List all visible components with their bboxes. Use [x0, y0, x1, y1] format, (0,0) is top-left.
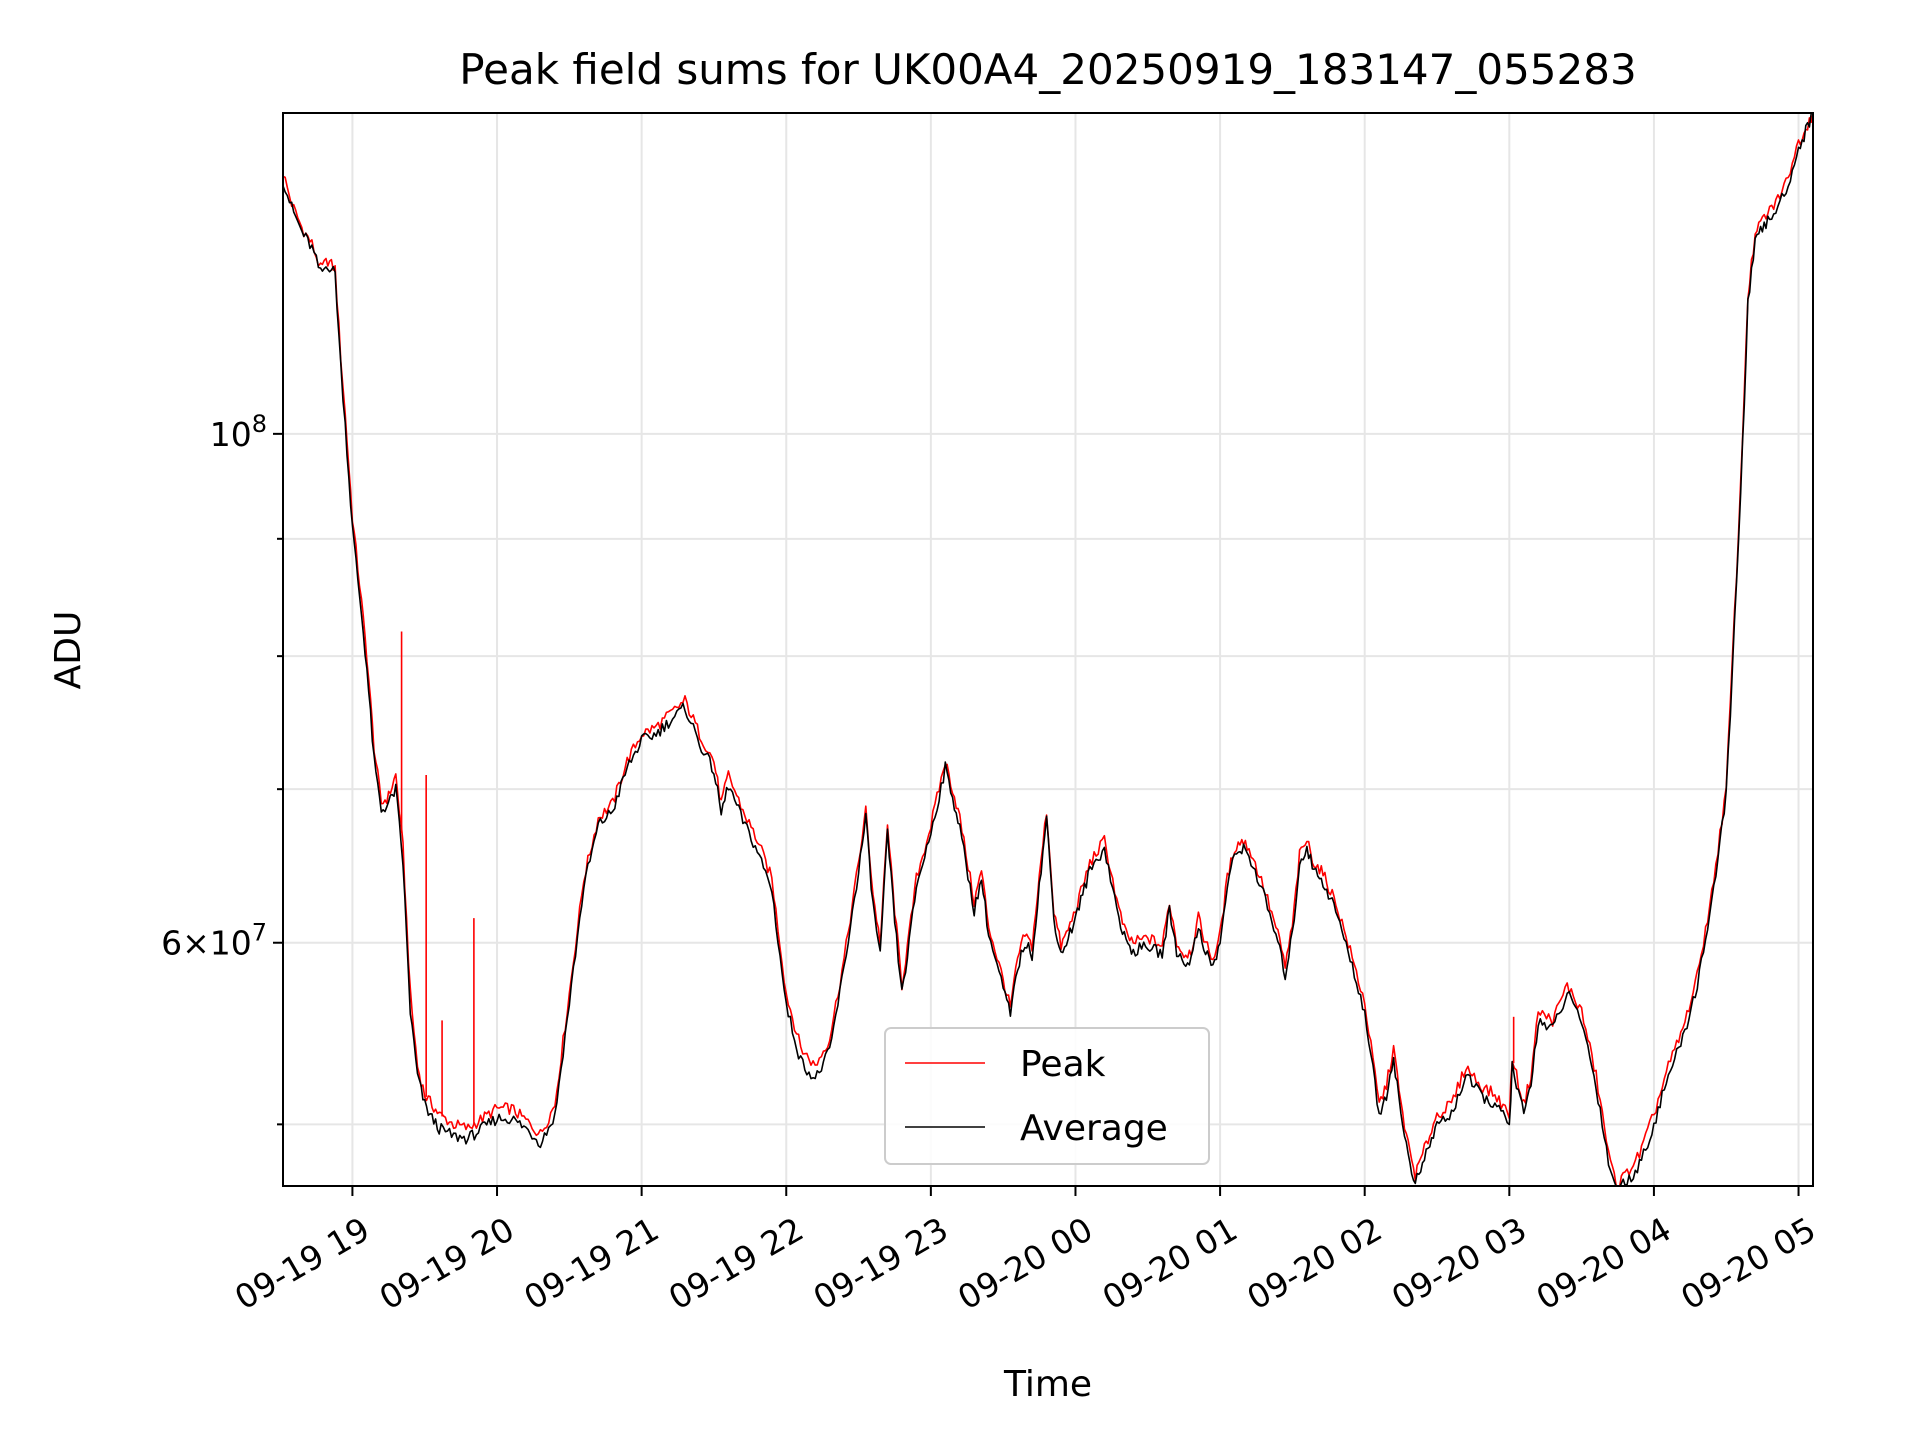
x-axis-label: Time — [1003, 1364, 1092, 1405]
series-line-average — [283, 113, 1813, 1186]
grid — [283, 113, 1813, 1186]
legend-label-peak: Peak — [1020, 1044, 1106, 1085]
y-tick-label: 6×107 — [161, 919, 267, 963]
chart-title: Peak field sums for UK00A4_20250919_1831… — [459, 45, 1636, 94]
legend: Peak Average — [884, 1027, 1210, 1165]
y-tick-mantissa: 6 — [161, 924, 182, 963]
plot-frame — [282, 112, 1814, 1187]
y-tick-base: 10 — [210, 924, 252, 963]
series-layer — [283, 113, 1813, 1186]
y-tick-base: 10 — [210, 415, 252, 454]
y-axis-label: ADU — [48, 611, 89, 690]
legend-label-average: Average — [1020, 1108, 1168, 1149]
y-tick-label: 108 — [210, 410, 267, 454]
legend-box — [884, 1027, 1210, 1165]
y-tick-exponent: 7 — [252, 919, 267, 947]
y-tick-exponent: 8 — [252, 410, 267, 438]
